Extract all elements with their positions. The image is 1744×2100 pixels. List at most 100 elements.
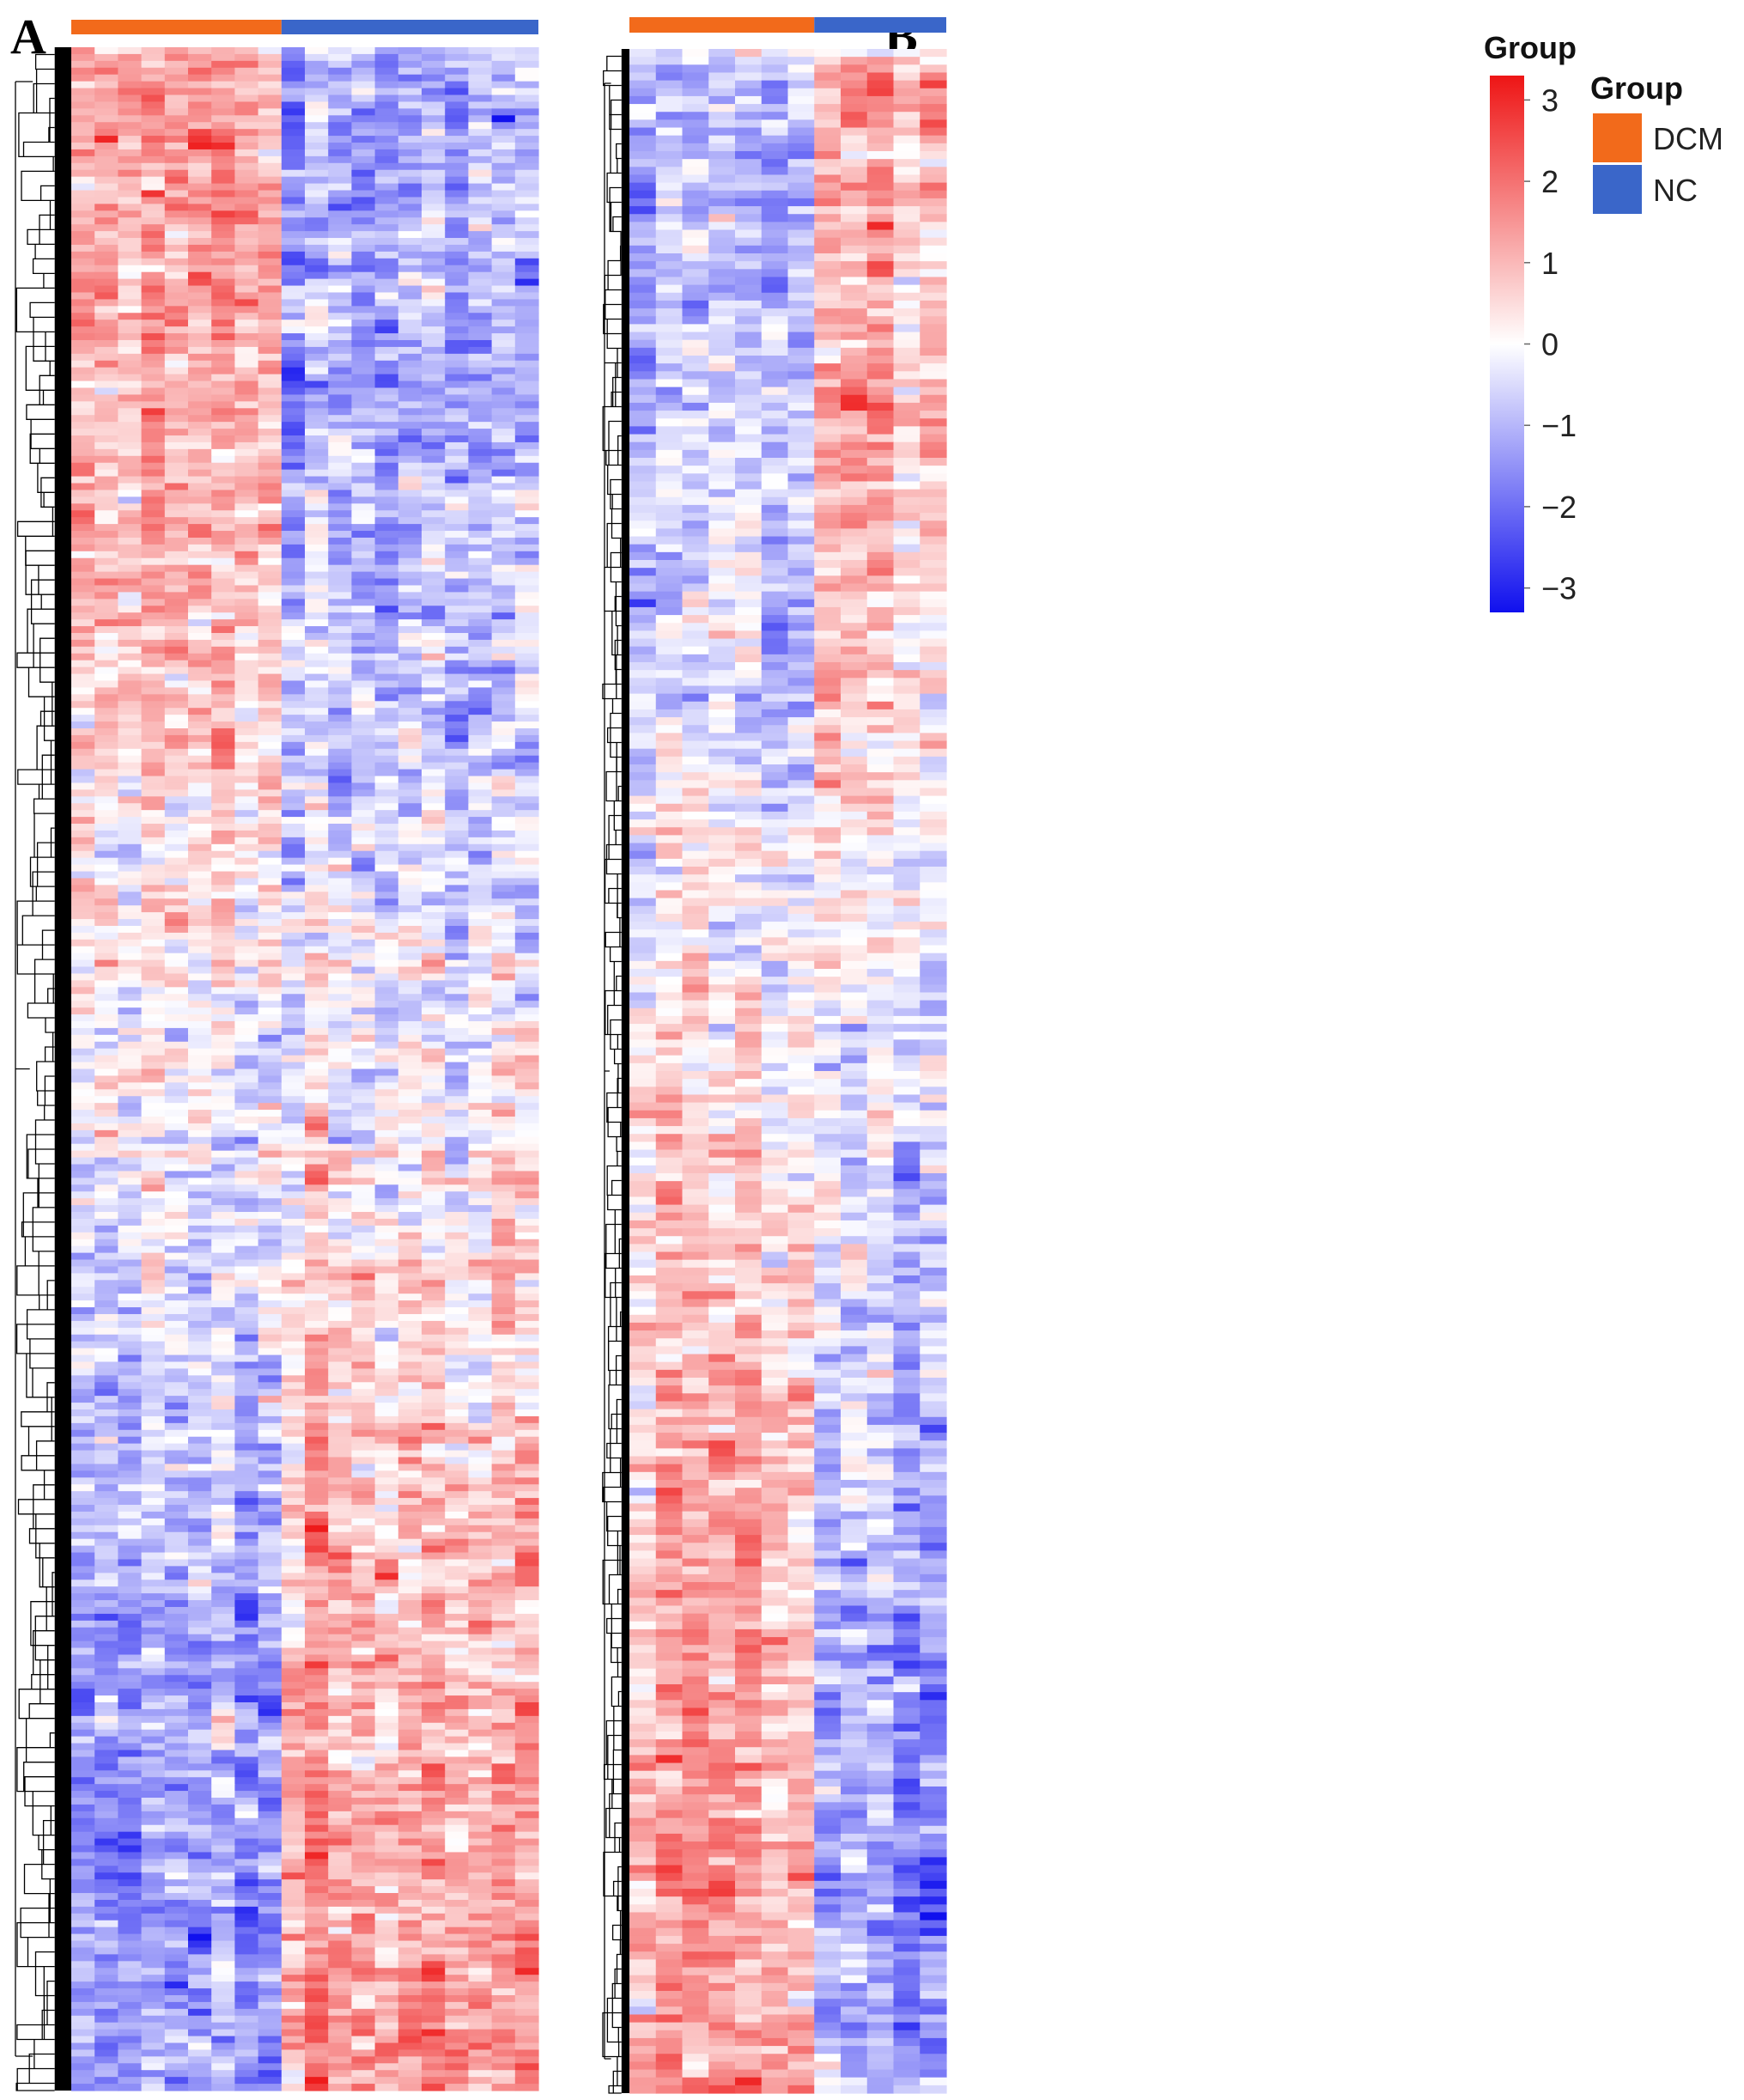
heat-cell: [188, 224, 212, 232]
heat-cell: [211, 122, 235, 130]
heat-cell: [468, 94, 493, 103]
heat-cell: [374, 415, 399, 423]
heat-cell: [234, 994, 259, 1001]
heat-cell: [94, 380, 118, 389]
heat-cell: [71, 1429, 95, 1438]
heat-cell: [118, 1620, 143, 1628]
heat-cell: [71, 1640, 95, 1649]
heat-cell: [514, 333, 539, 341]
heat-cell: [258, 462, 283, 471]
heat-cell: [422, 632, 446, 641]
heat-cell: [468, 1403, 493, 1410]
heat-cell: [188, 1313, 212, 1322]
heat-cell: [305, 537, 329, 545]
heat-cell: [351, 1184, 376, 1192]
heat-cell: [94, 510, 118, 518]
heat-cell: [491, 1055, 516, 1063]
heat-cell: [281, 544, 306, 552]
heat-cell: [281, 803, 306, 811]
heat-cell: [351, 1661, 376, 1669]
heat-cell: [468, 1689, 493, 1696]
heat-cell: [468, 183, 493, 192]
heat-cell: [328, 47, 352, 55]
heat-cell: [211, 1164, 235, 1172]
heat-cell: [234, 946, 259, 954]
heat-cell: [211, 415, 235, 423]
heat-cell: [305, 244, 329, 253]
heat-cell: [211, 687, 235, 695]
heat-cell: [234, 987, 259, 995]
heat-cell: [422, 1164, 446, 1172]
heat-cell: [118, 830, 143, 838]
heat-cell: [94, 469, 118, 478]
heat-cell: [491, 796, 516, 804]
heat-cell: [234, 415, 259, 423]
heat-cell: [211, 1552, 235, 1561]
heat-cell: [258, 1198, 283, 1206]
heat-cell: [328, 1415, 352, 1424]
heat-cell: [491, 1415, 516, 1424]
heat-cell: [211, 1450, 235, 1458]
heat-cell: [422, 966, 446, 975]
heat-cell: [468, 1089, 493, 1097]
heat-cell: [328, 953, 352, 961]
heat-cell: [305, 1266, 329, 1274]
heat-cell: [328, 1157, 352, 1166]
heat-cell: [164, 946, 189, 954]
heat-cell: [398, 1396, 422, 1403]
heat-cell: [328, 306, 352, 313]
heat-cell: [258, 564, 283, 573]
heat-cell: [118, 925, 143, 934]
heat-cell: [211, 830, 235, 838]
heat-cell: [164, 1464, 189, 1471]
heat-cell: [164, 47, 189, 55]
heat-cell: [491, 1708, 516, 1717]
heat-cell: [328, 578, 352, 587]
heat-cell: [305, 1164, 329, 1172]
heat-cell: [188, 81, 212, 89]
heat-cell: [71, 1082, 95, 1090]
heat-cell: [398, 1484, 422, 1492]
heat-cell: [188, 299, 212, 307]
heat-cell: [258, 892, 283, 899]
heat-cell: [234, 1457, 259, 1465]
heat-cell: [514, 850, 539, 859]
heat-cell: [141, 510, 166, 518]
heat-cell: [398, 1668, 422, 1676]
heat-cell: [514, 762, 539, 770]
heat-cell: [491, 1389, 516, 1397]
heat-cell: [118, 190, 143, 198]
heat-cell: [211, 1505, 235, 1513]
heat-cell: [374, 1110, 399, 1117]
heat-cell: [164, 326, 189, 334]
heat-cell: [164, 1511, 189, 1519]
heat-cell: [398, 1580, 422, 1587]
heat-cell: [71, 415, 95, 423]
heat-cell: [71, 892, 95, 899]
heat-cell: [71, 1620, 95, 1628]
heat-cell: [374, 687, 399, 695]
heat-cell: [94, 136, 118, 143]
heat-cell: [305, 1129, 329, 1138]
heat-cell: [398, 919, 422, 927]
heat-cell: [445, 1055, 469, 1063]
heat-cell: [514, 687, 539, 695]
heat-cell: [281, 721, 306, 729]
heat-cell: [491, 606, 516, 613]
heat-cell: [141, 1722, 166, 1731]
heat-cell: [491, 1320, 516, 1329]
heat-cell: [281, 394, 306, 402]
heat-cell: [468, 1422, 493, 1431]
heat-cell: [281, 1348, 306, 1356]
heat-cell: [514, 1498, 539, 1506]
heat-cell: [281, 1245, 306, 1254]
heat-cell: [422, 448, 446, 457]
heat-cell: [374, 1307, 399, 1315]
heat-cell: [258, 333, 283, 341]
heat-cell: [398, 932, 422, 940]
heat-cell: [374, 1075, 399, 1083]
heat-cell: [305, 1212, 329, 1220]
heat-cell: [398, 285, 422, 294]
heat-cell: [141, 557, 166, 566]
heat-cell: [71, 755, 95, 764]
